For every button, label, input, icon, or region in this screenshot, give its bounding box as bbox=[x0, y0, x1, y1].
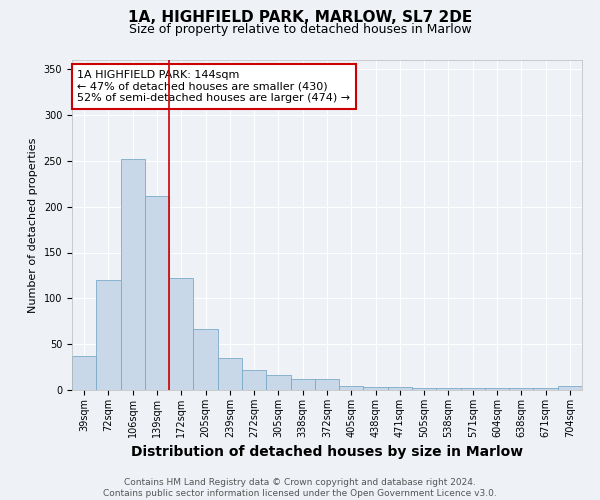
Bar bbox=[96, 280, 121, 390]
Bar bbox=[315, 379, 339, 390]
Bar bbox=[72, 356, 96, 390]
Text: Contains HM Land Registry data © Crown copyright and database right 2024.
Contai: Contains HM Land Registry data © Crown c… bbox=[103, 478, 497, 498]
Text: Size of property relative to detached houses in Marlow: Size of property relative to detached ho… bbox=[128, 22, 472, 36]
Y-axis label: Number of detached properties: Number of detached properties bbox=[28, 138, 38, 312]
Bar bbox=[145, 196, 169, 390]
Bar bbox=[509, 388, 533, 390]
Bar bbox=[364, 387, 388, 390]
Bar bbox=[461, 388, 485, 390]
Bar bbox=[242, 370, 266, 390]
Bar bbox=[121, 159, 145, 390]
Text: 1A HIGHFIELD PARK: 144sqm
← 47% of detached houses are smaller (430)
52% of semi: 1A HIGHFIELD PARK: 144sqm ← 47% of detac… bbox=[77, 70, 350, 103]
Bar bbox=[290, 379, 315, 390]
Bar bbox=[436, 388, 461, 390]
Bar bbox=[266, 376, 290, 390]
Bar bbox=[169, 278, 193, 390]
Bar bbox=[339, 386, 364, 390]
Bar bbox=[388, 387, 412, 390]
Bar bbox=[412, 388, 436, 390]
Text: 1A, HIGHFIELD PARK, MARLOW, SL7 2DE: 1A, HIGHFIELD PARK, MARLOW, SL7 2DE bbox=[128, 10, 472, 25]
Bar bbox=[193, 328, 218, 390]
X-axis label: Distribution of detached houses by size in Marlow: Distribution of detached houses by size … bbox=[131, 446, 523, 460]
Bar bbox=[533, 388, 558, 390]
Bar bbox=[558, 386, 582, 390]
Bar bbox=[218, 358, 242, 390]
Bar bbox=[485, 388, 509, 390]
